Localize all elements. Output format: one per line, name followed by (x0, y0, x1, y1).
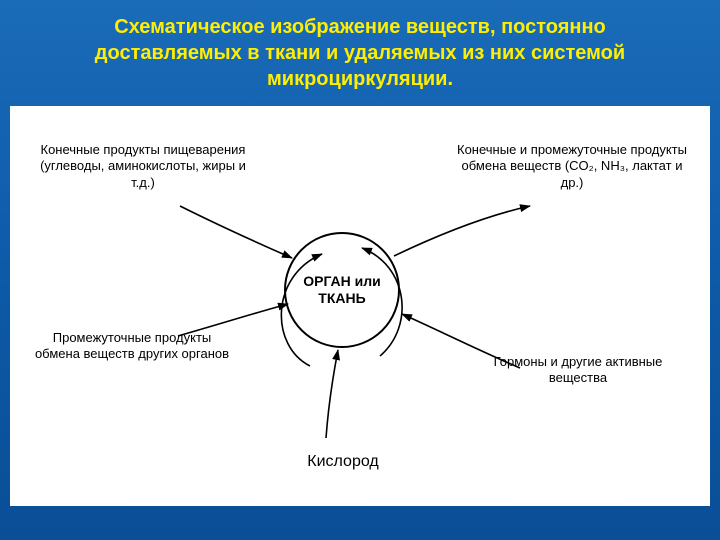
arr-metabolites-out (394, 206, 530, 256)
arr-oxygen-in (326, 350, 338, 438)
slide: Схематическое изображение веществ, посто… (0, 0, 720, 540)
label-digestion-products: Конечные продукты пищеварения (углеводы,… (38, 142, 248, 191)
slide-title: Схематическое изображение веществ, посто… (0, 0, 720, 102)
label-hormones: Гормоны и другие активные вещества (488, 354, 668, 387)
arr-digestion-in (180, 206, 292, 258)
label-oxygen: Кислород (278, 452, 408, 472)
diagram-panel: ОРГАН или ТКАНЬ Конечные продукты пищева… (10, 106, 710, 506)
center-node: ОРГАН или ТКАНЬ (284, 232, 400, 348)
label-metabolites-out: Конечные и промежуточные продукты обмена… (452, 142, 692, 191)
label-other-organs: Промежуточные продукты обмена веществ др… (32, 330, 232, 363)
center-node-label: ОРГАН или ТКАНЬ (286, 273, 398, 307)
